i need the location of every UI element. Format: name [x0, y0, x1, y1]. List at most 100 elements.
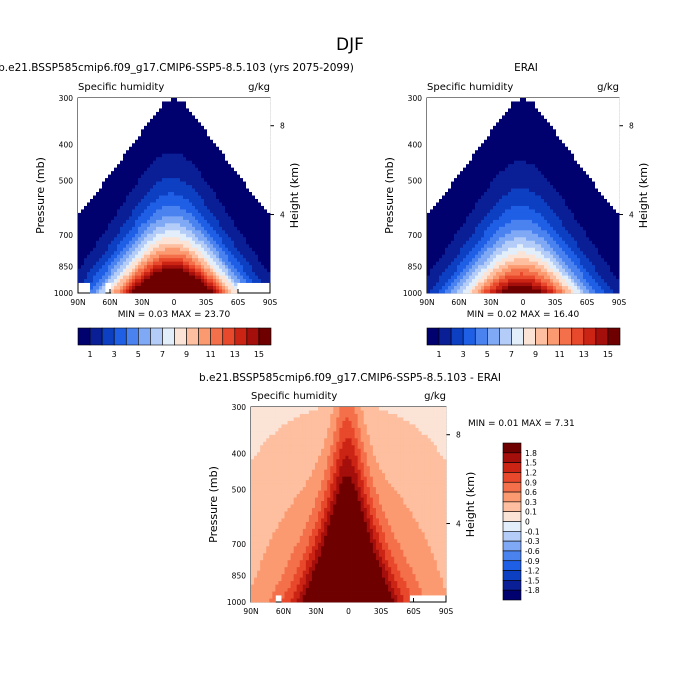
field-cell: [237, 254, 241, 259]
field-cell: [592, 157, 596, 162]
field-cell: [180, 226, 184, 231]
field-cell: [592, 146, 596, 151]
field-cell: [228, 251, 232, 256]
field-cell: [150, 143, 154, 148]
field-cell: [237, 129, 241, 134]
field-cell: [216, 230, 220, 235]
field-cell: [255, 150, 259, 155]
field-cell: [216, 240, 220, 245]
field-cell: [264, 125, 268, 130]
field-cell: [219, 164, 223, 169]
field-cell: [201, 265, 205, 270]
field-cell: [165, 226, 169, 231]
field-cell: [156, 254, 160, 259]
field-cell: [162, 261, 166, 266]
field-cell: [198, 226, 202, 231]
field-cell: [439, 164, 443, 169]
field-cell: [180, 185, 184, 189]
field-cell: [475, 143, 479, 148]
field-cell: [186, 146, 190, 151]
field-cell: [553, 160, 557, 165]
field-cell: [499, 164, 503, 169]
field-cell: [258, 115, 262, 120]
field-cell: [141, 146, 145, 151]
field-cell: [207, 118, 211, 123]
field-cell: [457, 111, 461, 116]
field-cell: [201, 247, 205, 252]
field-cell: [457, 153, 461, 158]
field-cell: [135, 104, 139, 109]
field-cell: [177, 178, 181, 182]
field-cell: [177, 279, 181, 283]
field-cell: [553, 111, 557, 116]
field-cell: [153, 226, 157, 231]
field-cell: [204, 129, 208, 134]
field-cell: [84, 178, 88, 182]
field-cell: [234, 118, 238, 123]
field-cell: [231, 223, 235, 228]
field-cell: [105, 125, 109, 130]
field-cell: [102, 104, 106, 109]
field-cell: [111, 244, 115, 249]
field-cell: [258, 258, 262, 263]
field-cell: [108, 216, 112, 221]
field-cell: [132, 153, 136, 158]
field-cell: [93, 125, 97, 130]
field-cell: [132, 192, 136, 196]
field-cell: [186, 115, 190, 120]
field-cell: [249, 143, 253, 148]
field-cell: [583, 150, 587, 155]
field-cell: [258, 226, 262, 231]
field-cell: [514, 129, 518, 134]
field-cell: [430, 108, 434, 113]
field-cell: [168, 129, 172, 134]
field-cell: [565, 157, 569, 162]
colorbar-swatch: [523, 327, 536, 346]
field-cell: [174, 178, 178, 182]
field-cell: [451, 153, 455, 158]
colorbar-label: 5: [136, 350, 141, 359]
field-cell: [222, 101, 226, 106]
field-cell: [114, 261, 118, 266]
field-cell: [147, 167, 151, 172]
field-cell: [183, 188, 187, 193]
field-cell: [96, 237, 100, 242]
field-cell: [147, 279, 151, 283]
field-cell: [147, 261, 151, 266]
field-cell: [210, 181, 214, 186]
field-cell: [255, 143, 259, 148]
field-cell: [195, 171, 199, 176]
field-cell: [129, 111, 133, 116]
field-cell: [246, 230, 250, 235]
field-cell: [427, 129, 431, 134]
field-cell: [90, 268, 94, 273]
field-cell: [201, 272, 205, 276]
field-cell: [252, 111, 256, 116]
field-cell: [490, 98, 494, 102]
field-cell: [153, 198, 157, 203]
field-cell: [219, 174, 223, 179]
field-cell: [159, 268, 163, 273]
field-cell: [505, 118, 509, 123]
field-cell: [484, 143, 488, 148]
field-cell: [201, 251, 205, 256]
field-cell: [225, 153, 229, 158]
field-cell: [180, 157, 184, 162]
field-cell: [84, 181, 88, 186]
field-cell: [102, 125, 106, 130]
field-cell: [499, 167, 503, 172]
field-cell: [225, 261, 229, 266]
field-cell: [514, 108, 518, 113]
field-cell: [237, 132, 241, 137]
field-cell: [240, 205, 244, 210]
field-cell: [147, 240, 151, 245]
field-cell: [261, 240, 265, 245]
field-cell: [592, 164, 596, 169]
field-cell: [144, 233, 148, 238]
field-cell: [547, 101, 551, 106]
field-cell: [237, 153, 241, 158]
field-cell: [267, 230, 271, 235]
field-cell: [568, 167, 572, 172]
field-cell: [144, 268, 148, 273]
field-cell: [574, 101, 578, 106]
